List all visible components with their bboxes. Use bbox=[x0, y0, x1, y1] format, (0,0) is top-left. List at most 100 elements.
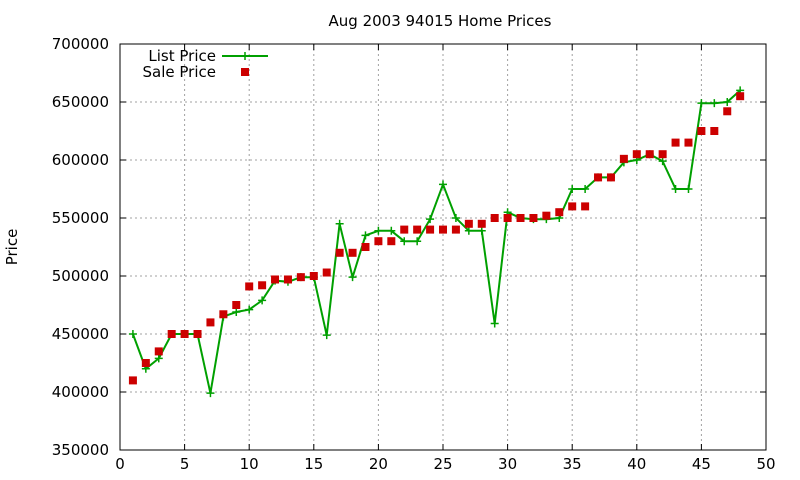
sale-price-point bbox=[710, 127, 719, 135]
sale-price-point bbox=[684, 138, 693, 147]
sale-price-point bbox=[658, 150, 667, 159]
chart-title: Aug 2003 94015 Home Prices bbox=[329, 12, 552, 30]
sale-price-point bbox=[296, 273, 305, 282]
x-tick-label: 20 bbox=[369, 455, 388, 473]
list-price-point bbox=[361, 231, 370, 240]
list-price-point bbox=[374, 226, 383, 235]
list-price-point bbox=[322, 331, 331, 340]
sale-price-point bbox=[594, 173, 603, 182]
list-price-point bbox=[697, 99, 706, 108]
y-tick-label: 400000 bbox=[52, 383, 109, 401]
y-tick-label: 700000 bbox=[52, 35, 109, 53]
legend-label-sale-price: Sale Price bbox=[143, 63, 216, 81]
list-price-point bbox=[426, 215, 435, 224]
sale-price-point bbox=[400, 225, 409, 234]
x-tick-label: 50 bbox=[756, 455, 775, 473]
y-tick-label: 450000 bbox=[52, 325, 109, 343]
sale-price-point bbox=[154, 347, 163, 356]
list-price-point bbox=[723, 98, 732, 106]
list-price-point bbox=[206, 389, 215, 398]
sale-price-point bbox=[568, 202, 577, 211]
y-tick-label: 500000 bbox=[52, 267, 109, 285]
plot-border bbox=[119, 43, 767, 451]
list-price-point bbox=[710, 99, 719, 108]
list-price-point bbox=[258, 296, 267, 305]
sale-price-point bbox=[374, 237, 383, 246]
x-tick-label: 40 bbox=[627, 455, 646, 473]
x-tick-label: 5 bbox=[180, 455, 190, 473]
sale-price-point bbox=[723, 107, 732, 116]
list-price-point bbox=[387, 226, 396, 235]
sale-price-point bbox=[167, 330, 176, 338]
list-price-point bbox=[684, 185, 693, 193]
list-price-point bbox=[335, 219, 344, 228]
legend-marker-sale-price bbox=[241, 68, 249, 76]
sale-price-point bbox=[542, 211, 551, 220]
list-price-point bbox=[245, 305, 254, 314]
list-price-point bbox=[671, 185, 680, 193]
legend-marker-list-price bbox=[241, 52, 249, 60]
sale-price-point bbox=[219, 310, 228, 319]
x-tick-label: 30 bbox=[498, 455, 517, 473]
sale-price-point bbox=[387, 237, 396, 246]
sale-price-point bbox=[245, 282, 254, 291]
list-price-point bbox=[477, 226, 486, 235]
list-price-point bbox=[581, 185, 590, 193]
sale-price-point bbox=[322, 268, 331, 277]
x-tick-label: 45 bbox=[692, 455, 711, 473]
sale-price-point bbox=[671, 138, 680, 147]
sale-price-point bbox=[529, 214, 538, 222]
sale-price-point bbox=[516, 214, 525, 222]
sale-price-point bbox=[128, 376, 137, 385]
sale-price-point bbox=[258, 281, 267, 290]
sale-price-point bbox=[426, 225, 435, 234]
list-price-point bbox=[439, 180, 447, 189]
sale-price-point bbox=[503, 214, 512, 222]
series-layer bbox=[128, 86, 745, 398]
y-tick-label: 350000 bbox=[52, 441, 109, 459]
list-price-point bbox=[464, 226, 473, 235]
grid-lines bbox=[120, 44, 766, 450]
sale-price-point bbox=[619, 154, 628, 163]
sale-price-point bbox=[180, 330, 189, 338]
y-tick-label: 600000 bbox=[52, 151, 109, 169]
sale-price-point bbox=[606, 173, 615, 182]
sale-price-point bbox=[335, 248, 344, 257]
list-price-point bbox=[232, 307, 241, 316]
list-price-point bbox=[568, 185, 577, 193]
x-tick-label: 10 bbox=[240, 455, 259, 473]
sale-price-point bbox=[141, 359, 150, 367]
sale-price-point bbox=[632, 150, 641, 159]
x-tick-label: 35 bbox=[563, 455, 582, 473]
y-tick-label: 650000 bbox=[52, 93, 109, 111]
x-tick-label: 25 bbox=[433, 455, 452, 473]
list-price-point bbox=[400, 237, 409, 246]
x-tick-label: 0 bbox=[115, 455, 125, 473]
sale-price-point bbox=[232, 301, 241, 309]
sale-price-point bbox=[439, 225, 447, 234]
list-price-point bbox=[348, 273, 357, 282]
list-price-point bbox=[413, 237, 422, 246]
list-price-point bbox=[490, 319, 499, 328]
sale-price-point bbox=[193, 330, 202, 338]
sale-price-point bbox=[555, 208, 564, 217]
sale-price-point bbox=[413, 225, 422, 234]
sale-price-point bbox=[451, 225, 460, 234]
list-price-line bbox=[131, 89, 741, 394]
list-price-point bbox=[658, 157, 667, 166]
sale-price-point bbox=[271, 275, 280, 284]
sale-price-point bbox=[283, 275, 292, 284]
sale-price-point bbox=[477, 219, 486, 228]
sale-price-point bbox=[309, 272, 318, 280]
legend: List Price Sale Price bbox=[143, 47, 268, 81]
sale-price-point bbox=[736, 92, 745, 101]
sale-price-point bbox=[581, 202, 590, 211]
list-price-point bbox=[154, 354, 163, 363]
y-axis-label: Price bbox=[3, 229, 21, 266]
sale-price-point bbox=[490, 214, 499, 222]
sale-price-point bbox=[206, 318, 215, 327]
sale-price-point bbox=[645, 150, 654, 159]
sale-price-point bbox=[361, 243, 370, 251]
list-price-point bbox=[128, 330, 137, 338]
